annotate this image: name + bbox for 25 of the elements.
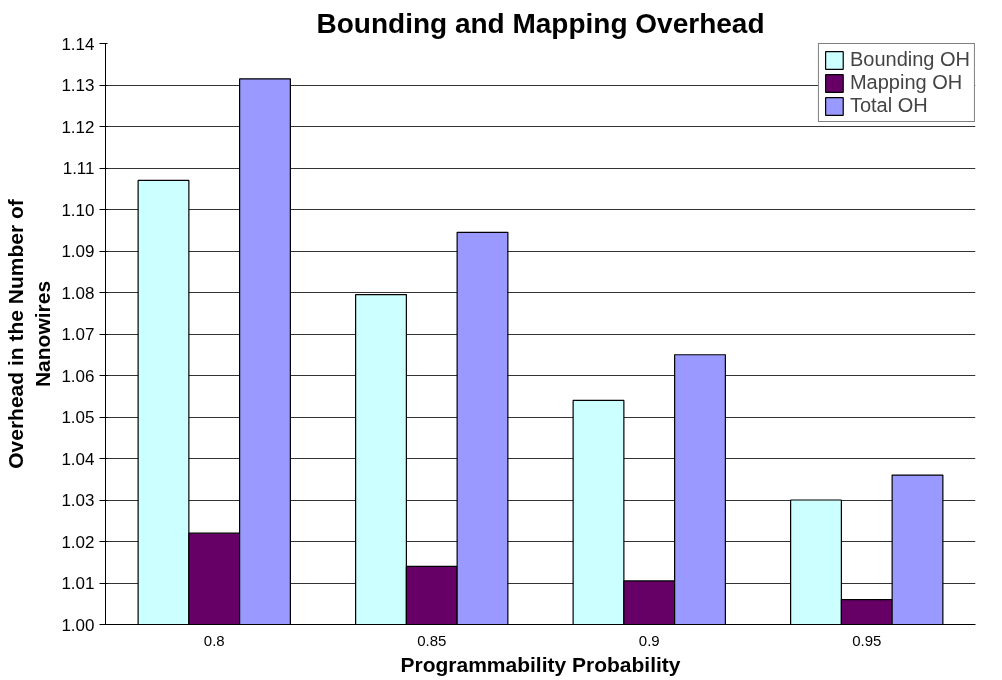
y-tick-label: 1.00: [61, 615, 95, 635]
x-axis-title: Programmability Probability: [400, 652, 681, 676]
y-tick-label: 1.06: [61, 366, 95, 386]
y-tick-label: 1.03: [61, 491, 95, 510]
y-tick-label: 1.08: [61, 283, 95, 303]
chart-title: Bounding and Mapping Overhead: [316, 7, 765, 39]
y-tick-label: 1.14: [61, 34, 95, 54]
y-tick-label: 1.09: [61, 242, 95, 261]
y-tick-label: 1.13: [61, 76, 95, 95]
y-tick-label: 1.10: [61, 200, 95, 220]
y-axis-title: Overhead in the Number of Nanowires: [3, 198, 55, 469]
y-tick-label: 1.12: [61, 117, 95, 137]
y-tick-label: 1.07: [61, 325, 95, 344]
y-tick-label: 1.11: [62, 159, 95, 178]
y-tick-label: 1.05: [61, 408, 95, 427]
x-tick-label: 0.95: [852, 631, 882, 649]
x-tick-label: 0.9: [638, 631, 660, 649]
y-tick-label: 1.02: [61, 532, 95, 552]
y-tick-label: 1.01: [61, 574, 95, 593]
legend-label: Total OH: [849, 94, 928, 117]
legend-label: Bounding OH: [849, 48, 970, 71]
legend-label: Mapping OH: [849, 71, 963, 94]
x-tick-label: 0.8: [203, 631, 225, 649]
x-tick-label: 0.85: [417, 631, 447, 649]
y-tick-label: 1.04: [61, 449, 95, 469]
